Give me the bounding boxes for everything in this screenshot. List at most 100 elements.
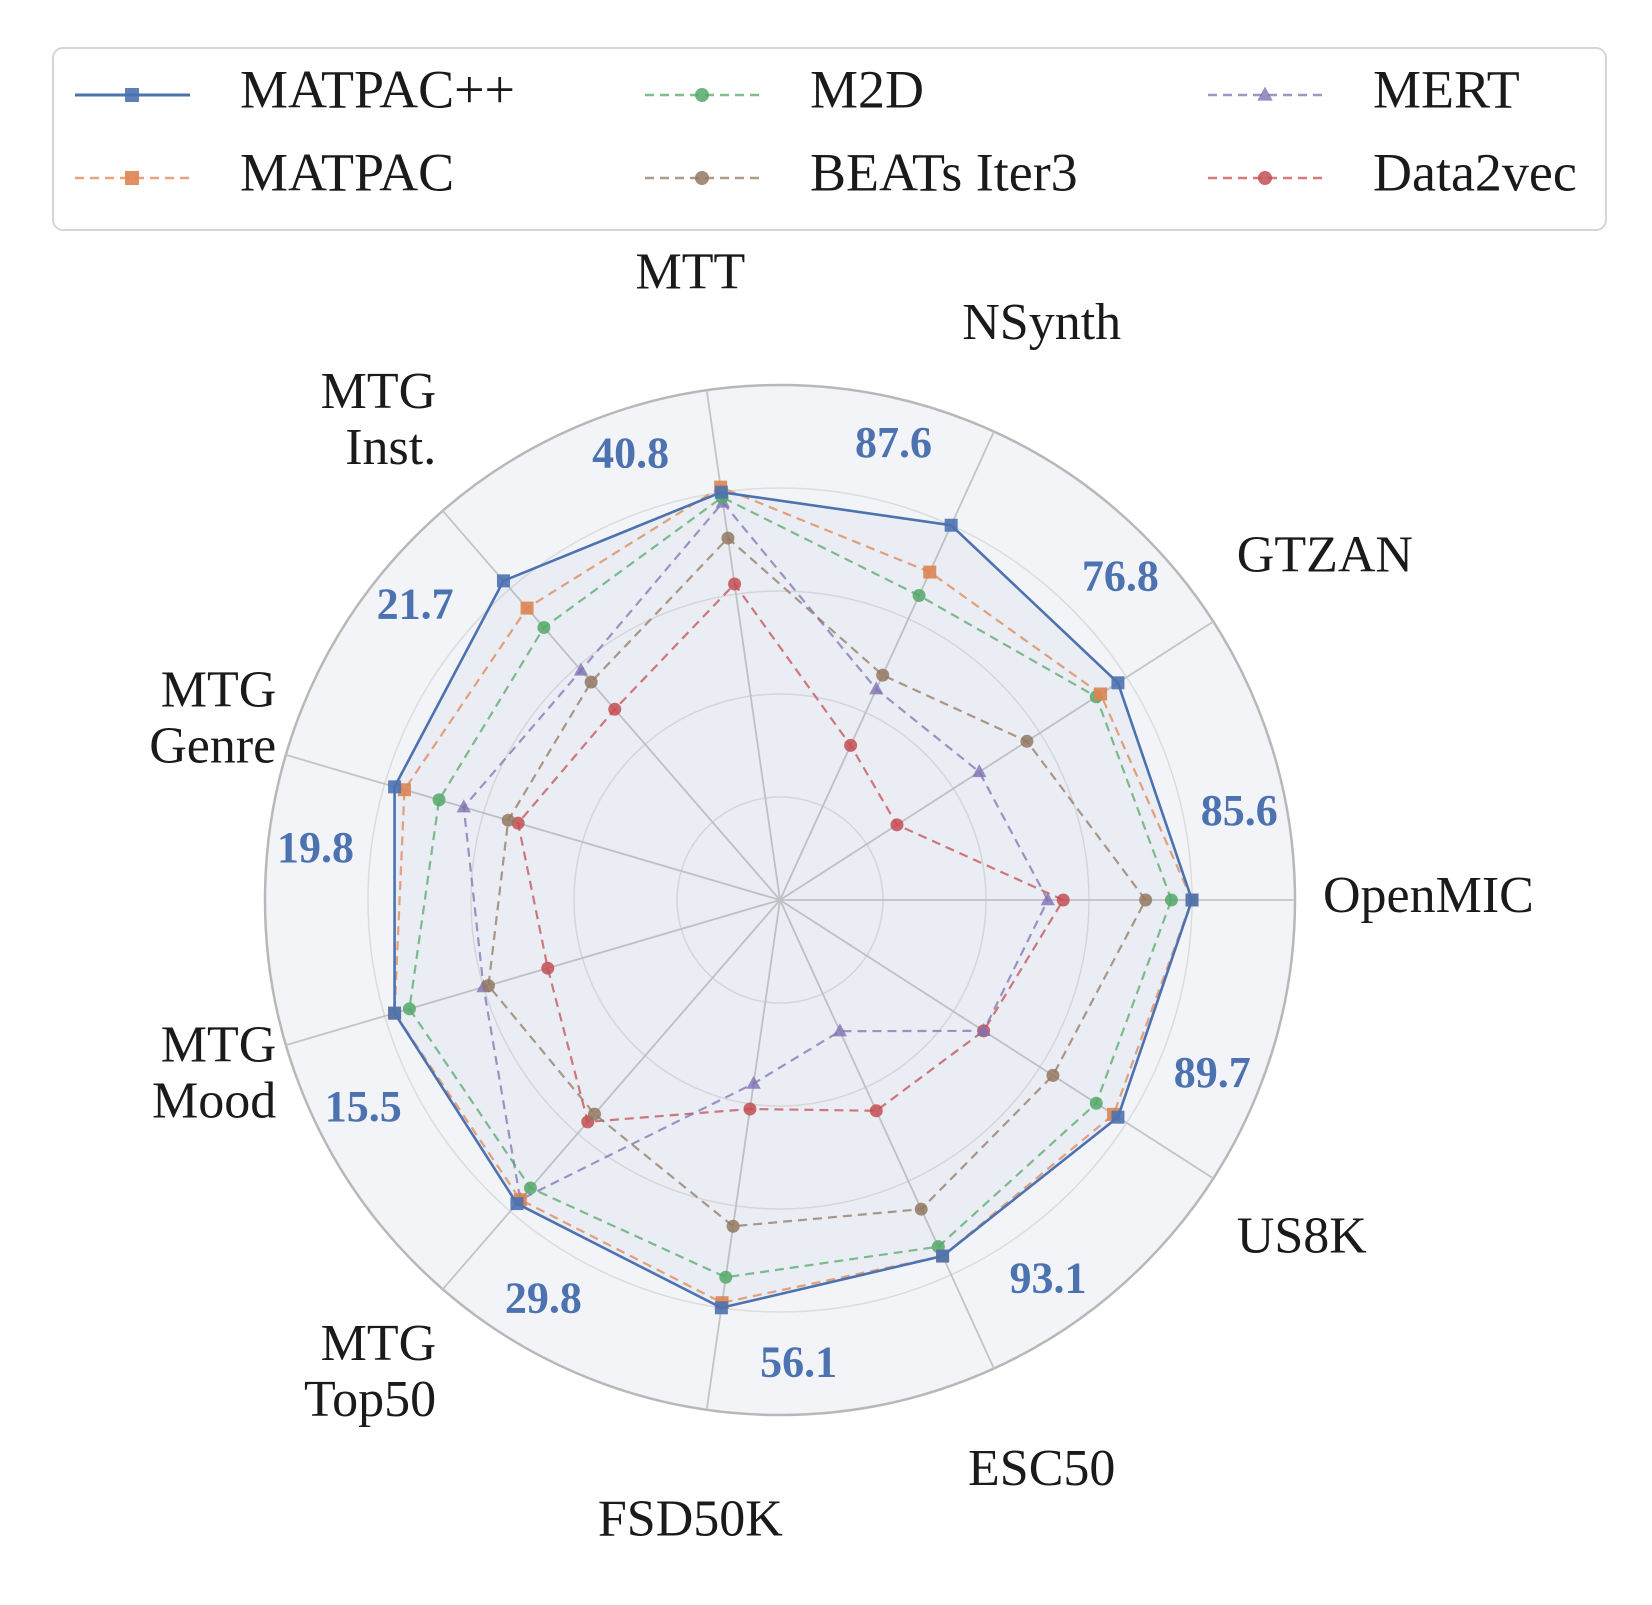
point-mert-0 [1040, 892, 1055, 906]
point-data2vec-9 [869, 1104, 883, 1118]
axis-label-3: MTT [635, 243, 745, 300]
legend-label-beats-iter3: BEATs Iter3 [810, 142, 1078, 202]
legend-item-matpac: MATPAC [75, 142, 454, 202]
point-mert-4 [573, 662, 589, 676]
point-beats-iter3-0 [1139, 893, 1153, 907]
point-m2d-0 [1164, 893, 1178, 907]
legend: MATPAC++ MATPAC M2D BEATs Iter3 MERT Data2vec [52, 47, 1607, 231]
point-matpac-1 [1094, 687, 1108, 701]
point-matpac-5 [397, 783, 411, 797]
point-mert-9 [832, 1023, 848, 1037]
spoke-6 [285, 899, 781, 1046]
axis-label-line-2-0: NSynth [962, 294, 1121, 351]
point-data2vec-6 [541, 961, 555, 975]
point-m2d-4 [537, 621, 551, 635]
value-label-2: 87.6 [855, 418, 932, 467]
axis-label-7: MTG Top50 [304, 1315, 436, 1428]
axis-label-line-4-1: Inst. [345, 419, 436, 476]
axis-label-6: MTG Mood [152, 1016, 276, 1129]
legend-marker-matpac [125, 171, 139, 185]
legend-marker-data2vec [1258, 171, 1272, 185]
axis-label-2: NSynth [962, 294, 1121, 351]
legend-label-m2d: M2D [810, 59, 924, 119]
point-mert-2 [869, 681, 884, 695]
series-line-data2vec [516, 582, 1065, 1124]
spoke-3 [705, 390, 781, 901]
axis-label-line-8-0: FSD50K [598, 1491, 783, 1548]
point-matpac-10 [1111, 1110, 1125, 1124]
axis-label-line-0-0: OpenMIC [1323, 867, 1534, 924]
legend-item-beats-iter3: BEATs Iter3 [645, 142, 1078, 202]
axis-label-line-3-0: MTT [635, 243, 745, 300]
axis-label-line-9-0: ESC50 [968, 1440, 1115, 1497]
point-beats-iter3-10 [1046, 1068, 1060, 1082]
axis-label-9: ESC50 [968, 1440, 1115, 1497]
point-data2vec-2 [844, 738, 858, 752]
point-data2vec-0 [1056, 893, 1070, 907]
spoke-9 [779, 899, 995, 1369]
legend-marker-m2d [695, 88, 709, 102]
spoke-7 [442, 899, 781, 1290]
value-label-1: 76.8 [1082, 551, 1159, 600]
axis-label-1: GTZAN [1237, 526, 1413, 583]
point-beats-iter3-9 [914, 1202, 928, 1216]
value-label-9: 93.1 [1009, 1254, 1086, 1303]
axis-label-line-10-0: US8K [1237, 1208, 1367, 1265]
point-matpac-2 [923, 565, 937, 579]
spoke-2 [779, 431, 995, 901]
point-beats-iter3-5 [501, 813, 515, 827]
value-label-3: 40.8 [592, 429, 669, 478]
radar-labels: OpenMIC 85.6 GTZAN 76.8 NSynth 87.6 MTT 40.8 MTG… [149, 243, 1534, 1547]
axis-label-8: FSD50K [598, 1491, 783, 1548]
value-label-7: 29.8 [505, 1274, 582, 1323]
point-matpac-6 [388, 1006, 402, 1020]
series-line-beats-iter3 [487, 536, 1147, 1228]
axis-label-line-7-0: MTG [321, 1315, 437, 1372]
axis-label-line-7-1: Top50 [304, 1371, 436, 1428]
point-m2d-7 [523, 1181, 537, 1195]
point-m2d-5 [432, 793, 446, 807]
value-label-0: 85.6 [1201, 786, 1278, 835]
legend-item-m2d: M2D [645, 59, 924, 119]
legend-label-matpac: MATPAC [240, 142, 454, 202]
value-label-5: 19.8 [277, 823, 354, 872]
series-beats-iter3 [481, 531, 1153, 1233]
point-beats-iter3-6 [481, 979, 495, 993]
point-beats-iter3-1 [1020, 734, 1034, 748]
value-label-10: 89.7 [1174, 1048, 1251, 1097]
legend-marker-mert [1257, 86, 1273, 101]
point-data2vec-3 [728, 577, 742, 591]
point-beats-iter3-4 [584, 675, 598, 689]
series-line-matpac [393, 490, 1194, 1310]
point-matpac-2 [944, 518, 958, 532]
point-mert-1 [972, 764, 987, 778]
axis-label-line-6-0: MTG [161, 1016, 277, 1073]
point-beats-iter3-8 [726, 1219, 740, 1233]
axis-label-line-5-1: Genre [149, 717, 276, 774]
point-m2d-6 [402, 1002, 416, 1016]
legend-box [52, 47, 1607, 231]
axis-label-line-6-1: Mood [152, 1072, 276, 1129]
legend-item-matpac: MATPAC++ [75, 59, 515, 119]
point-matpac-4 [496, 574, 510, 588]
legend-marker-matpac [125, 88, 139, 102]
point-m2d-10 [1089, 1096, 1103, 1110]
axis-label-line-5-0: MTG [161, 661, 277, 718]
point-matpac-9 [936, 1249, 950, 1263]
spoke-5 [285, 754, 781, 901]
axis-label-5: MTG Genre [149, 661, 276, 774]
series-matpac [388, 485, 1199, 1315]
axis-label-0: OpenMIC [1323, 867, 1534, 924]
point-mert-10 [976, 1023, 991, 1037]
point-mert-8 [746, 1075, 761, 1089]
point-m2d-8 [719, 1270, 733, 1284]
axis-label-10: US8K [1237, 1208, 1367, 1265]
value-label-4: 21.7 [377, 580, 454, 629]
point-mert-5 [456, 799, 471, 813]
point-data2vec-8 [743, 1102, 757, 1116]
matpacpp-area [394, 492, 1193, 1308]
series-line-m2d [408, 496, 1173, 1279]
series-line-mert [462, 500, 1050, 1202]
spoke-8 [705, 899, 781, 1410]
